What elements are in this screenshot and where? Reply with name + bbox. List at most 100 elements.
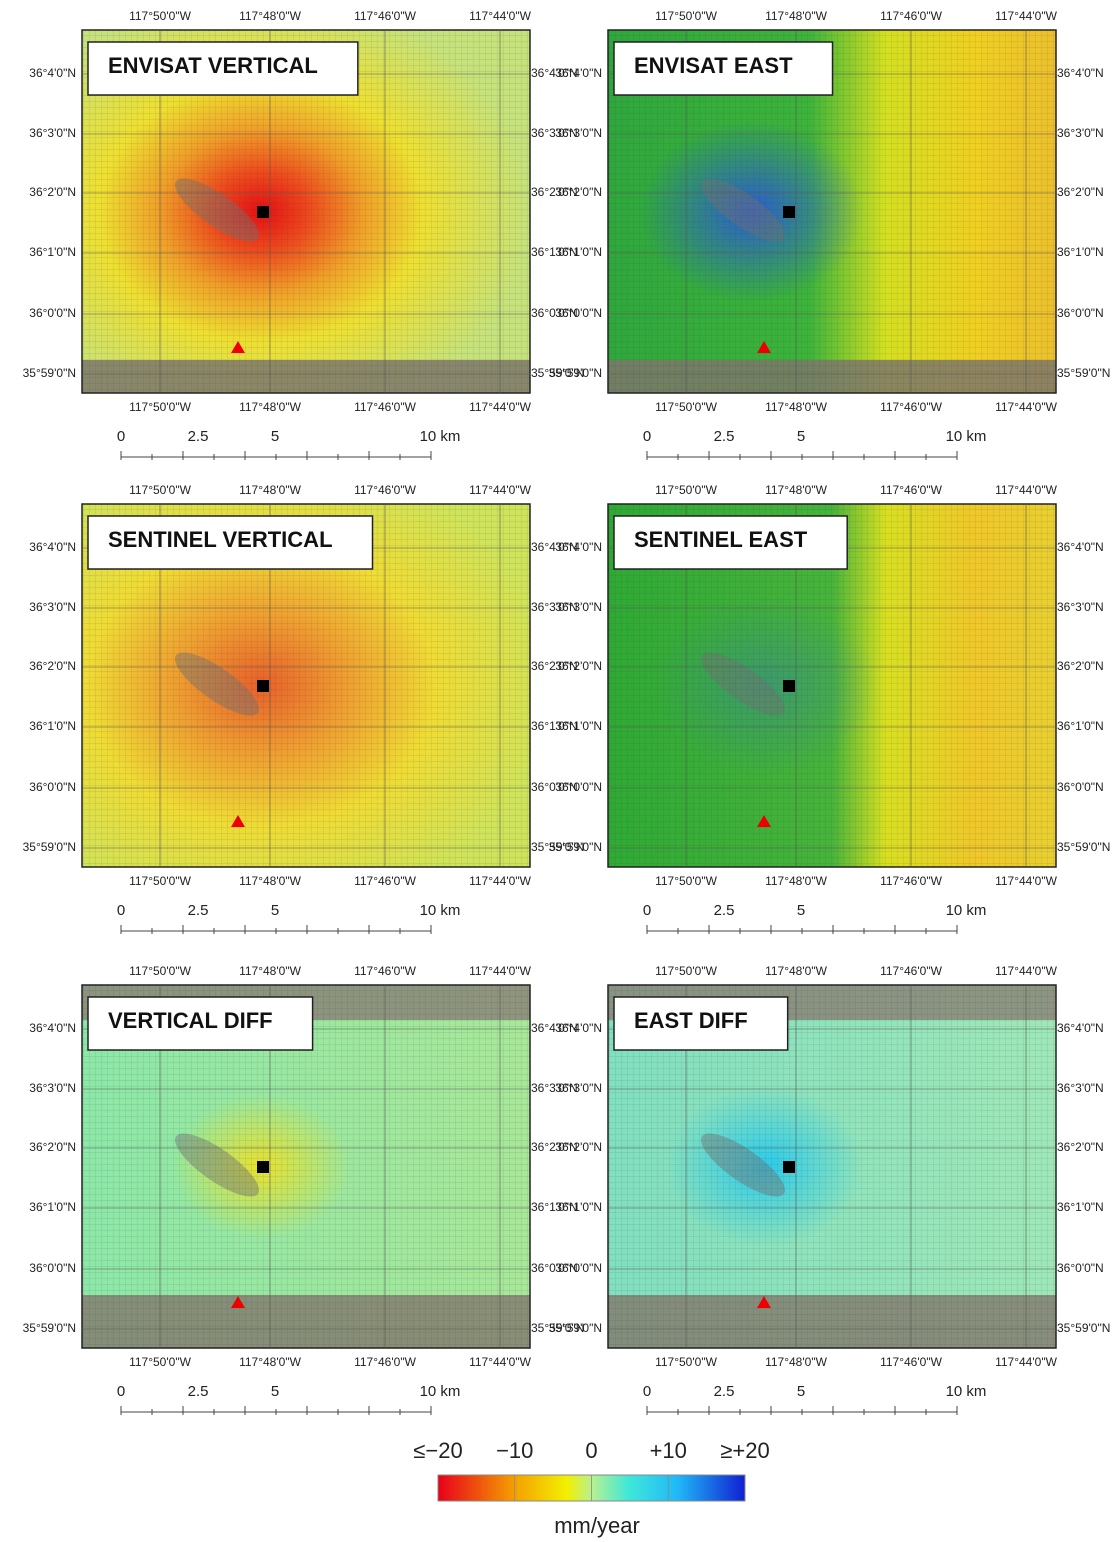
y-label-left: 35°59'0"N [549,366,602,380]
scale-label: 5 [797,1383,805,1400]
y-label-right: 36°4'0"N [1057,540,1104,554]
y-label-right: 36°4'0"N [1057,1021,1104,1035]
y-label-left: 35°59'0"N [23,840,76,854]
x-label-bottom: 117°48'0"W [765,874,828,888]
y-label-right: 35°59'0"N [1057,1321,1110,1335]
y-label-right: 36°1'0"N [1057,1200,1104,1214]
y-label-left: 36°3'0"N [555,1081,602,1095]
y-label-left: 36°1'0"N [29,1200,76,1214]
map-panel: 117°50'0"W117°50'0"W117°48'0"W117°48'0"W… [23,964,585,1415]
x-label-bottom: 117°44'0"W [469,1355,532,1369]
scale-label: 2.5 [188,428,209,445]
x-label-bottom: 117°46'0"W [880,400,943,414]
y-label-left: 36°3'0"N [29,126,76,140]
scale-label: 0 [643,428,651,445]
x-label-bottom: 117°48'0"W [239,400,302,414]
y-label-right: 36°0'0"N [1057,780,1104,794]
colorbar-tick-label: +10 [650,1438,687,1463]
x-label-top: 117°44'0"W [995,9,1058,23]
y-label-left: 36°0'0"N [555,780,602,794]
x-label-bottom: 117°44'0"W [995,874,1058,888]
station-marker [257,206,269,218]
x-label-top: 117°44'0"W [469,964,532,978]
panels: 117°50'0"W 117°50'0"W 117°48'0"W 117°48'0"W… [23,9,1111,1415]
x-label-bottom: 117°48'0"W [765,1355,828,1369]
x-label-top: 117°50'0"W [129,483,192,497]
map-panel: 117°50'0"W117°50'0"W117°48'0"W117°48'0"W… [23,483,585,934]
y-label-left: 36°4'0"N [555,66,602,80]
y-label-left: 36°3'0"N [29,1081,76,1095]
panel-title: SENTINEL EAST [634,527,808,552]
map-panel: 117°50'0"W117°50'0"W117°48'0"W117°48'0"W… [549,9,1111,460]
y-label-left: 35°59'0"N [549,840,602,854]
x-label-top: 117°48'0"W [765,9,828,23]
y-label-left: 36°3'0"N [29,600,76,614]
scale-label: 0 [117,428,125,445]
colorbar-unit: mm/year [554,1513,640,1538]
colorbar-tick-label: ≥+20 [720,1438,769,1463]
scale-label: 0 [643,902,651,919]
y-label-right: 36°3'0"N [1057,1081,1104,1095]
y-label-left: 36°0'0"N [29,306,76,320]
y-label-right: 36°0'0"N [1057,306,1104,320]
scale-label: 10 km [420,1383,461,1400]
scale-label: 2.5 [188,1383,209,1400]
scale-label: 5 [271,1383,279,1400]
x-label-bottom: 117°46'0"W [354,400,417,414]
scale-label: 10 km [946,902,987,919]
map-panel: 117°50'0"W117°50'0"W117°48'0"W117°48'0"W… [549,483,1111,934]
x-label-top: 117°46'0"W [880,964,943,978]
y-label-left: 36°2'0"N [29,659,76,673]
x-label-bottom: 117°50'0"W [129,400,192,414]
y-label-right: 36°1'0"N [1057,245,1104,259]
station-marker [783,680,795,692]
x-label-top: 117°44'0"W [469,9,532,23]
x-label-top: 117°50'0"W [655,483,718,497]
x-label-top: 117°50'0"W [655,964,718,978]
x-label-top: 117°50'0"W [129,9,192,23]
panel-title: SENTINEL VERTICAL [108,527,333,552]
y-label-left: 36°0'0"N [555,306,602,320]
scale-label: 2.5 [714,1383,735,1400]
x-label-bottom: 117°50'0"W [655,874,718,888]
y-label-right: 36°3'0"N [1057,600,1104,614]
panel-title: EAST DIFF [634,1008,748,1033]
x-label-bottom: 117°44'0"W [469,400,532,414]
scale-label: 5 [271,902,279,919]
scale-label: 0 [643,1383,651,1400]
y-label-left: 36°2'0"N [555,659,602,673]
panel-title: VERTICAL DIFF [108,1008,273,1033]
y-label-left: 36°2'0"N [555,185,602,199]
y-label-left: 36°2'0"N [555,1140,602,1154]
scale-label: 5 [797,428,805,445]
station-marker [257,1161,269,1173]
x-label-top: 117°46'0"W [880,483,943,497]
y-label-left: 35°59'0"N [23,366,76,380]
station-marker [783,1161,795,1173]
x-label-bottom: 117°44'0"W [469,874,532,888]
x-label-bottom: 117°46'0"W [880,1355,943,1369]
colorbar: mm/year ≤−20−100+10≥+20 [413,1438,769,1538]
x-label-bottom: 117°46'0"W [880,874,943,888]
y-label-left: 36°4'0"N [29,66,76,80]
y-label-left: 36°2'0"N [29,185,76,199]
y-label-left: 36°4'0"N [29,540,76,554]
x-label-bottom: 117°50'0"W [129,874,192,888]
x-label-top: 117°44'0"W [995,964,1058,978]
y-label-right: 35°59'0"N [1057,366,1110,380]
colorbar-tick-label: −10 [496,1438,533,1463]
y-label-left: 36°0'0"N [29,1261,76,1275]
y-label-left: 35°59'0"N [23,1321,76,1335]
y-label-left: 36°1'0"N [29,719,76,733]
x-label-bottom: 117°46'0"W [354,874,417,888]
y-label-left: 36°4'0"N [29,1021,76,1035]
colorbar-tick-label: ≤−20 [413,1438,462,1463]
x-label-top: 117°46'0"W [880,9,943,23]
station-marker [257,680,269,692]
scale-label: 10 km [420,902,461,919]
y-label-left: 35°59'0"N [549,1321,602,1335]
y-label-left: 36°0'0"N [555,1261,602,1275]
y-label-left: 36°2'0"N [29,1140,76,1154]
x-label-bottom: 117°46'0"W [354,1355,417,1369]
y-label-right: 35°59'0"N [1057,840,1110,854]
